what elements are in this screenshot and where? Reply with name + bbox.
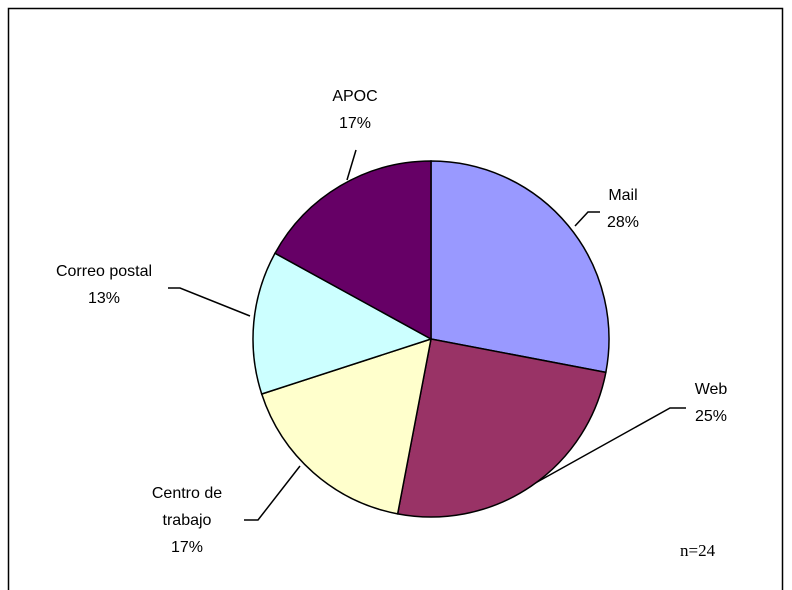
annotation: n=24: [680, 541, 716, 560]
pie-slice: [430, 160, 610, 374]
slice-label: Web 25%: [671, 376, 751, 430]
leader-line: [346, 149, 357, 181]
category-label: Centro de trabajo: [151, 485, 223, 529]
value-label: 17%: [338, 115, 372, 132]
slice-label: Centro de trabajo 17%: [132, 480, 242, 561]
category-label: Web: [694, 381, 728, 398]
leader-line: [168, 287, 251, 317]
value-label: 25%: [694, 408, 728, 425]
pie-slice: [396, 338, 607, 518]
slice-label: Mail 28%: [583, 182, 663, 236]
pie-slice: [252, 252, 433, 395]
category-label: Mail: [608, 187, 638, 204]
leader-line: [529, 407, 686, 487]
value-label: 17%: [170, 539, 204, 556]
value-label: 13%: [87, 290, 121, 307]
pie-slice: [273, 160, 432, 341]
frame: [7, 7, 784, 590]
category-label: APOC: [332, 88, 378, 105]
category-label: Correo postal: [55, 263, 153, 280]
pie-slice: [260, 337, 432, 515]
slice-label: APOC 17%: [315, 83, 395, 137]
slice-label: Correo postal 13%: [24, 258, 184, 312]
value-label: 28%: [606, 214, 640, 231]
leader-lines: [168, 149, 686, 521]
leader-line: [574, 211, 600, 227]
leader-line: [244, 465, 301, 521]
